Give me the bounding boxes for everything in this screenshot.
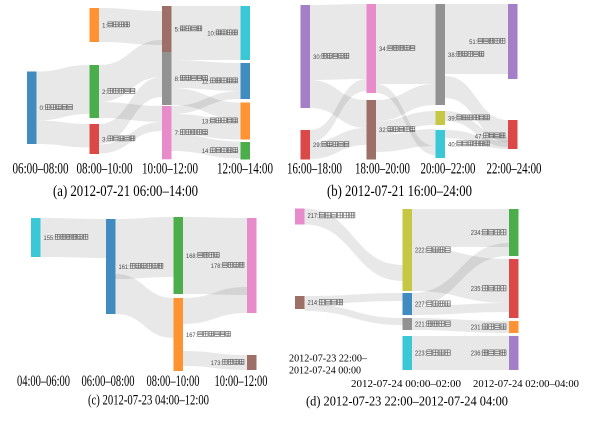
- svg-text:(b) 2012-07-21 16:00–24:00: (b) 2012-07-21 16:00–24:00: [327, 183, 472, 200]
- svg-text:10:: 10:: [207, 30, 215, 37]
- svg-text:155:: 155:: [44, 235, 55, 242]
- svg-text:236:: 236:: [471, 351, 482, 358]
- svg-text:10:00–12:00: 10:00–12:00: [215, 373, 268, 390]
- svg-text:08:00–10:00: 08:00–10:00: [147, 373, 200, 390]
- svg-text:51:: 51:: [469, 39, 477, 46]
- svg-text:173:: 173:: [211, 360, 222, 367]
- svg-text:29:: 29:: [313, 142, 321, 149]
- svg-text:10:00–12:00: 10:00–12:00: [142, 161, 198, 178]
- svg-text:0:: 0:: [40, 105, 45, 112]
- svg-text:5:: 5:: [175, 26, 180, 33]
- svg-text:221:: 221:: [415, 322, 426, 329]
- svg-text:34:: 34:: [379, 46, 387, 53]
- svg-text:22:00–24:00: 22:00–24:00: [487, 161, 542, 178]
- svg-text:167:: 167:: [186, 332, 197, 339]
- svg-text:2012-07-24 00:00–02:00: 2012-07-24 00:00–02:00: [351, 378, 461, 390]
- svg-text:18:00–20:00: 18:00–20:00: [355, 161, 410, 178]
- svg-text:222:: 222:: [415, 248, 426, 255]
- svg-text:2012-07-24 02:00–04:00: 2012-07-24 02:00–04:00: [473, 378, 579, 390]
- svg-text:1:: 1:: [102, 22, 107, 29]
- svg-text:30:: 30:: [313, 54, 321, 61]
- svg-text:(d) 2012-07-23 22:00–2012-07-2: (d) 2012-07-23 22:00–2012-07-24 04:00: [306, 395, 508, 410]
- svg-text:12:00–14:00: 12:00–14:00: [217, 161, 273, 178]
- svg-text:231:: 231:: [471, 325, 482, 332]
- svg-text:20:00–22:00: 20:00–22:00: [421, 161, 476, 178]
- svg-text:(a) 2012-07-21 06:00–14:00: (a) 2012-07-21 06:00–14:00: [53, 183, 198, 200]
- svg-text:38:: 38:: [448, 52, 456, 59]
- svg-text:06:00–08:00: 06:00–08:00: [82, 373, 135, 390]
- svg-text:13:: 13:: [202, 118, 210, 125]
- svg-text:217:: 217:: [308, 213, 319, 220]
- svg-text:14:: 14:: [202, 148, 210, 155]
- svg-text:47:: 47:: [475, 133, 483, 140]
- svg-text:7:: 7:: [175, 130, 180, 137]
- svg-text:235:: 235:: [471, 286, 482, 293]
- svg-text:16:00–18:00: 16:00–18:00: [287, 161, 342, 178]
- svg-text:08:00–10:00: 08:00–10:00: [77, 161, 133, 178]
- svg-text:2012-07-24 00:00: 2012-07-24 00:00: [289, 365, 361, 377]
- svg-text:178:: 178:: [211, 263, 222, 270]
- svg-text:39:: 39:: [448, 115, 456, 122]
- svg-text:234:: 234:: [471, 230, 482, 237]
- svg-text:223:: 223:: [415, 351, 426, 358]
- svg-text:04:00–06:00: 04:00–06:00: [17, 373, 70, 390]
- svg-text:161:: 161:: [119, 264, 130, 271]
- svg-text:(c) 2012-07-23 04:00–12:00: (c) 2012-07-23 04:00–12:00: [88, 393, 209, 409]
- svg-text:32:: 32:: [379, 127, 387, 134]
- svg-text:227:: 227:: [415, 302, 426, 309]
- svg-text:168:: 168:: [186, 253, 197, 260]
- svg-text:06:00–08:00: 06:00–08:00: [13, 161, 69, 178]
- svg-text:2:: 2:: [102, 89, 107, 96]
- svg-text:3:: 3:: [102, 136, 107, 143]
- svg-text:12:: 12:: [202, 78, 210, 85]
- svg-text:8:: 8:: [175, 76, 180, 83]
- svg-text:2012-07-23 22:00–: 2012-07-23 22:00–: [289, 353, 367, 365]
- svg-text:40:: 40:: [448, 141, 456, 148]
- svg-text:214:: 214:: [308, 300, 319, 307]
